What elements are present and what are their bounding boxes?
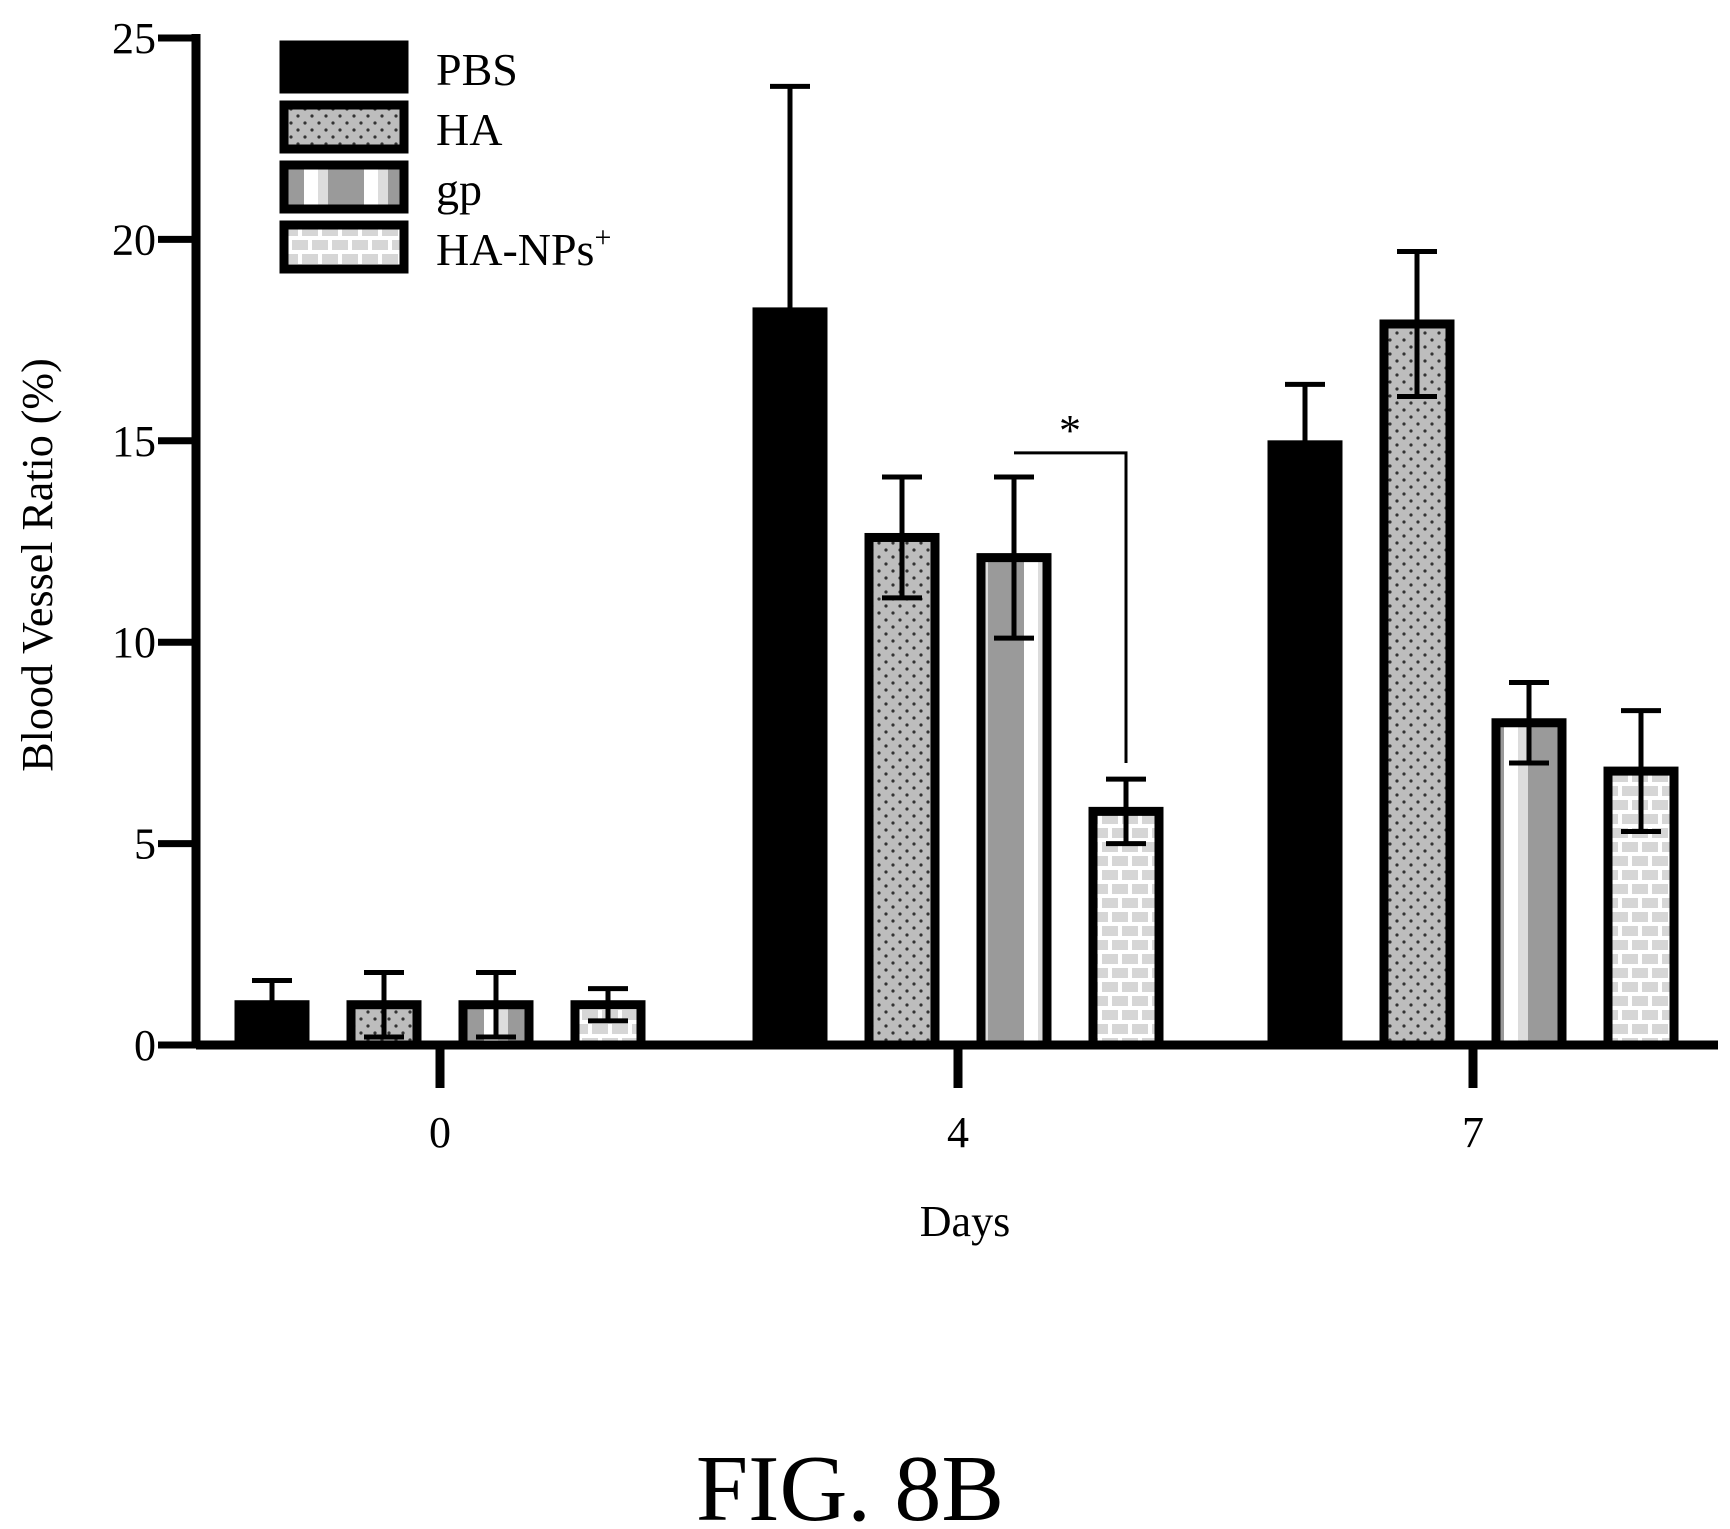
bars [234,307,1679,1050]
significance-bracket [1014,451,1128,764]
significance-annotations: * [1014,406,1128,764]
bar [1088,806,1164,1050]
legend-swatch [279,40,409,94]
legend-label: gp [436,164,482,215]
legend-swatch [279,160,409,214]
axes: 0 5 10 15 20 25 0 4 7 [112,14,1718,1157]
y-tick-label: 15 [112,417,156,466]
y-tick-label: 0 [134,1021,156,1070]
figure-caption: FIG. 8B [696,1437,1004,1529]
bar [1491,718,1567,1050]
x-tick-label: 7 [1462,1108,1484,1157]
significance-label: * [1059,406,1081,455]
bar [1267,440,1343,1050]
y-tick-label: 5 [134,820,156,869]
error-bars [252,83,1661,1040]
legend-label: HA-NPs+ [436,221,611,275]
y-tick-label: 25 [112,14,156,63]
legend-swatch [279,220,409,274]
bar [1379,319,1455,1050]
y-axis-title: Blood Vessel Ratio (%) [13,358,62,772]
y-tick-label: 20 [112,215,156,264]
legend-label: HA [436,104,502,155]
legend-label: PBS [436,44,518,95]
y-tick-label: 10 [112,618,156,667]
legend-swatch [279,100,409,154]
x-axis-title: Days [920,1197,1010,1246]
legend: PBS HA gp HA-NPs+ [279,40,611,275]
x-tick-label: 0 [429,1108,451,1157]
x-tick-label: 4 [947,1108,969,1157]
bar [864,532,940,1050]
